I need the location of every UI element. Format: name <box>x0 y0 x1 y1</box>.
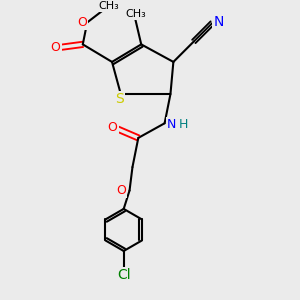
Text: CH₃: CH₃ <box>125 9 146 19</box>
Text: S: S <box>115 92 124 106</box>
Text: N: N <box>167 118 177 131</box>
Text: N: N <box>214 16 224 29</box>
Text: O: O <box>108 121 118 134</box>
Text: CH₃: CH₃ <box>99 2 119 11</box>
Text: O: O <box>116 184 126 197</box>
Text: Cl: Cl <box>117 268 130 282</box>
Text: O: O <box>51 41 61 54</box>
Text: H: H <box>179 118 188 131</box>
Text: O: O <box>77 16 87 29</box>
